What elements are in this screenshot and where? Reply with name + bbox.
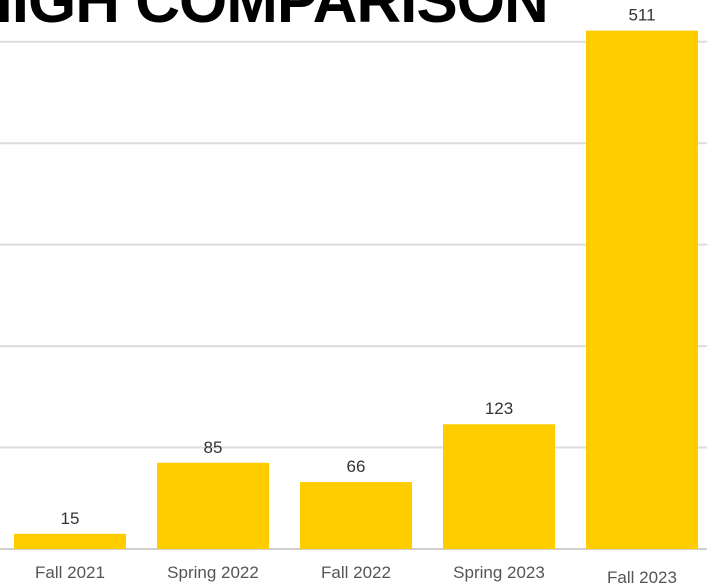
x-tick-label: Fall 2021 [35,563,105,582]
x-tick-label: Fall 2022 [321,563,391,582]
data-label: 15 [61,509,80,528]
bar [586,30,698,549]
x-tick-label: Spring 2023 [453,563,545,582]
data-label: 66 [347,457,366,476]
page-title: HIGH COMPARISON [0,0,548,36]
bar [443,424,555,549]
data-label: 511 [628,6,655,25]
bars [14,30,698,549]
bar [300,482,412,549]
bar [157,462,269,549]
data-labels: 15 85 66 123 511 [61,6,656,528]
data-label: 123 [485,399,513,418]
x-tick-labels: Fall 2021 Spring 2022 Fall 2022 Spring 2023… [35,563,677,586]
bar [14,533,126,549]
x-tick-label: Spring 2022 [167,563,259,582]
data-label: 85 [204,438,223,457]
x-tick-label: Fall 2023 [607,568,677,586]
